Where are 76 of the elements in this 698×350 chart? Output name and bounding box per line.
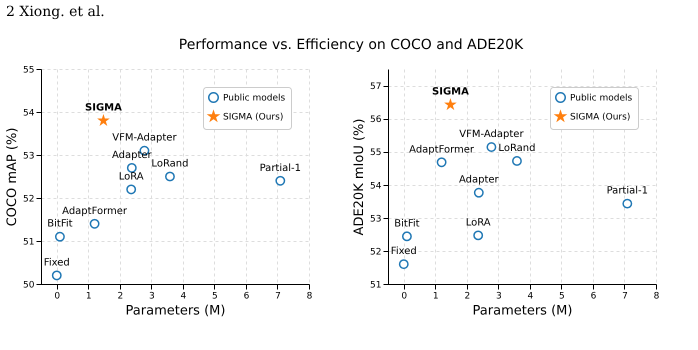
annotation: Partial-1 <box>260 162 302 174</box>
annotation: Adapter <box>458 174 500 186</box>
annotation: Fixed <box>44 257 70 268</box>
x-tick-label: 0 <box>401 292 408 302</box>
annotation: SIGMA <box>85 102 122 114</box>
x-tick-label: 3 <box>496 292 502 302</box>
point <box>275 176 286 186</box>
x-axis-title: Parameters (M) <box>126 304 226 318</box>
x-tick-label: 4 <box>180 292 187 302</box>
annotation: BitFit <box>47 218 73 230</box>
annotation: VFM-Adapter <box>112 132 178 144</box>
y-tick-label: 53 <box>370 214 382 224</box>
annotation: VFM-Adapter <box>459 129 524 140</box>
y-tick-label: 52 <box>370 247 382 258</box>
y-tick-label: 55 <box>23 66 34 76</box>
x-tick-label: 0 <box>54 292 60 302</box>
point <box>398 259 409 270</box>
point <box>54 232 65 242</box>
x-tick-label: 5 <box>559 292 565 302</box>
annotation: LoRand <box>151 158 188 170</box>
y-axis-title: COCO mAP (%) <box>5 128 20 226</box>
annotation: Fixed <box>390 246 417 258</box>
x-tick-label: 8 <box>654 292 660 302</box>
x-tick-label: 5 <box>212 292 218 302</box>
x-tick-label: 1 <box>432 292 439 302</box>
x-tick-label: 4 <box>528 292 534 302</box>
y-tick-label: 51 <box>23 238 34 248</box>
y-axis-title: ADE20K mIoU (%) <box>352 118 368 236</box>
y-tick-label: 54 <box>370 181 382 192</box>
point <box>622 198 632 209</box>
y-tick-label: 52 <box>23 194 34 204</box>
annotation: BitFit <box>394 218 420 230</box>
annotation: AdaptFormer <box>62 206 128 217</box>
annotation: LoRand <box>498 142 536 154</box>
point <box>473 230 484 240</box>
y-tick-label: 55 <box>370 148 382 158</box>
x-tick-label: 2 <box>464 292 470 302</box>
y-tick-label: 50 <box>23 280 35 290</box>
point <box>165 172 175 182</box>
x-tick-label: 6 <box>244 292 250 302</box>
point <box>90 218 100 229</box>
text: Performance vs. Efficiency on COCO and ADE20K <box>178 37 524 53</box>
x-tick-label: 1 <box>86 292 92 302</box>
point <box>486 142 496 152</box>
annotation: LoRA <box>466 217 491 228</box>
point <box>52 270 62 280</box>
point <box>436 157 447 168</box>
x-tick-label: 3 <box>148 292 155 302</box>
y-tick-label: 53 <box>23 152 34 162</box>
y-tick-label: 57 <box>370 82 382 92</box>
x-axis-title: Parameters (M) <box>472 304 572 318</box>
annotation: SIGMA <box>432 86 470 98</box>
point <box>446 100 456 109</box>
x-tick-label: 6 <box>590 292 597 302</box>
legend-label: SIGMA (Ours) <box>570 112 630 122</box>
point <box>512 156 522 166</box>
y-tick-label: 54 <box>23 108 35 118</box>
point <box>126 162 137 173</box>
x-tick-label: 7 <box>275 292 281 302</box>
annotation: Partial-1 <box>606 186 648 197</box>
legend-label: SIGMA (Ours) <box>223 112 284 122</box>
annotation: Adapter <box>112 150 153 161</box>
legend-label: Public models <box>570 94 633 104</box>
annotation: LoRA <box>118 171 144 182</box>
legend-label: Public models <box>223 94 286 104</box>
point <box>474 188 484 198</box>
x-tick-label: 7 <box>622 292 628 302</box>
annotation: AdaptFormer <box>409 144 475 156</box>
point <box>126 184 136 194</box>
point <box>402 231 412 242</box>
point <box>98 116 108 125</box>
x-tick-label: 8 <box>306 292 313 302</box>
y-tick-label: 56 <box>370 115 382 126</box>
y-tick-label: 51 <box>370 280 382 290</box>
x-tick-label: 2 <box>117 292 124 302</box>
text: 2 Xiong. et al. <box>6 4 105 20</box>
